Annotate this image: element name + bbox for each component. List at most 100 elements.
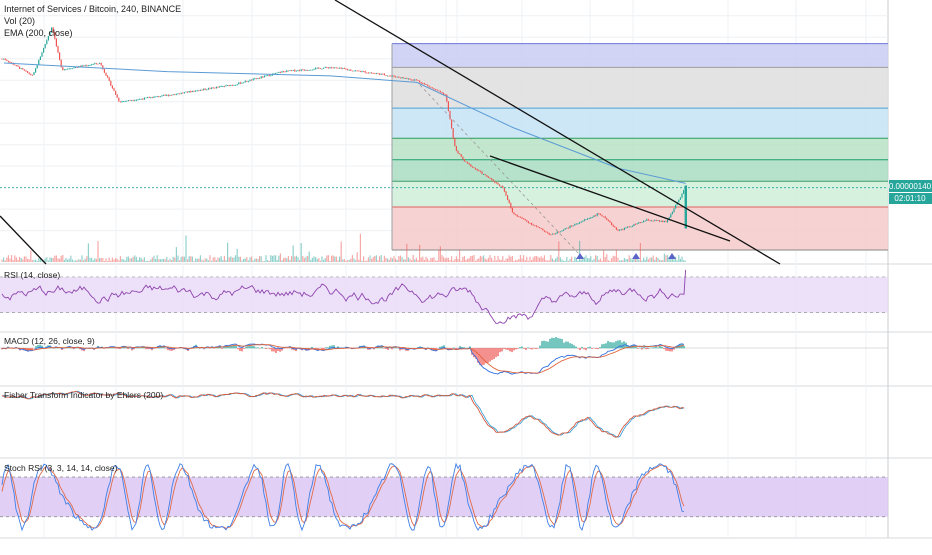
macd-histogram-bar [653,347,655,348]
macd-histogram-bar [519,347,521,348]
macd-histogram-bar [583,348,585,349]
candle-body [105,73,106,76]
volume-bar [467,259,468,262]
candle-body [109,78,110,81]
candle-body [637,223,638,224]
fib-zone [392,160,888,181]
volume-bar [659,260,660,262]
macd-histogram-bar [541,341,543,348]
volume-bar [616,250,617,262]
candle-body [517,215,518,217]
volume-bar [94,258,95,262]
volume-bar [501,260,502,262]
candle-body [520,217,521,218]
volume-bar [611,258,612,262]
candle-body [585,219,586,220]
candle-body [203,89,204,90]
volume-bar [249,257,250,262]
volume-bar [558,241,559,262]
candle-body [390,76,391,77]
macd-histogram-bar [565,342,567,349]
volume-bar [542,258,543,262]
volume-bar [685,261,686,262]
volume-bar [656,257,657,262]
candle-body [96,63,97,64]
volume-bar [224,256,225,262]
volume-bar [531,260,532,262]
volume-bar [465,260,466,262]
volume-bar [35,260,36,262]
volume-bar [344,259,345,262]
volume-bar [411,260,412,262]
macd-histogram-bar [271,348,273,351]
candle-body [313,69,314,70]
volume-bar [289,260,290,262]
volume-bar [606,254,607,262]
macd-histogram-bar [639,348,641,349]
volume-bar [123,259,124,262]
volume-bar [454,259,455,262]
fibonacci-retracement[interactable] [392,44,888,250]
volume-bar [333,255,334,262]
macd-histogram-bar [245,347,247,348]
candle-body [590,217,591,218]
macd-histogram-bar [395,347,397,348]
candle-body [40,57,41,60]
candle-body [166,95,167,96]
volume-bar [472,256,473,262]
volume-bar [77,260,78,262]
candle-body [341,68,342,69]
volume-bar [91,258,92,262]
candle-body [174,94,175,95]
candle-body [296,71,297,72]
candle-body [328,68,329,69]
candle-body [283,71,284,72]
candle-body [595,215,596,216]
candle-body [449,111,450,120]
candle-body [376,73,377,74]
candle-body [309,70,310,71]
volume-bar [203,261,204,262]
volume-bar [385,258,386,262]
volume-bar [25,257,26,262]
candle-body [606,218,607,220]
macd-histogram-bar [591,348,593,349]
candle-body [307,70,308,71]
candle-body [662,221,663,222]
candle-body [633,224,634,226]
volume-bar [539,258,540,262]
volume-bar [509,255,510,262]
volume-bar [270,255,271,262]
macd-histogram-bar [257,347,259,348]
candle-body [481,172,482,174]
candle-body [150,97,151,98]
macd-histogram-bar [491,348,493,360]
volume-bar [29,259,30,262]
macd-histogram-bar [527,347,529,348]
volume-bar [459,250,460,262]
candle-body [640,222,641,223]
volume-bar [248,260,249,262]
candle-body [659,220,660,221]
macd-histogram-bar [657,347,659,348]
candle-body [312,70,313,71]
macd-histogram-bar [71,348,73,349]
candle-body [347,69,348,70]
candle-body [125,101,126,102]
volume-bar [317,259,318,262]
volume-bar [265,255,266,262]
candle-body [438,91,439,92]
trendline-left [0,216,46,264]
volume-bar [46,257,47,262]
volume-bar [629,255,630,262]
candle-body [41,53,42,57]
volume-bar [272,256,273,262]
macd-histogram-bar [551,338,553,349]
candle-body [419,81,420,83]
volume-bar [493,261,494,262]
volume-bar [589,258,590,262]
volume-bar [301,243,302,262]
candle-body [64,70,65,71]
